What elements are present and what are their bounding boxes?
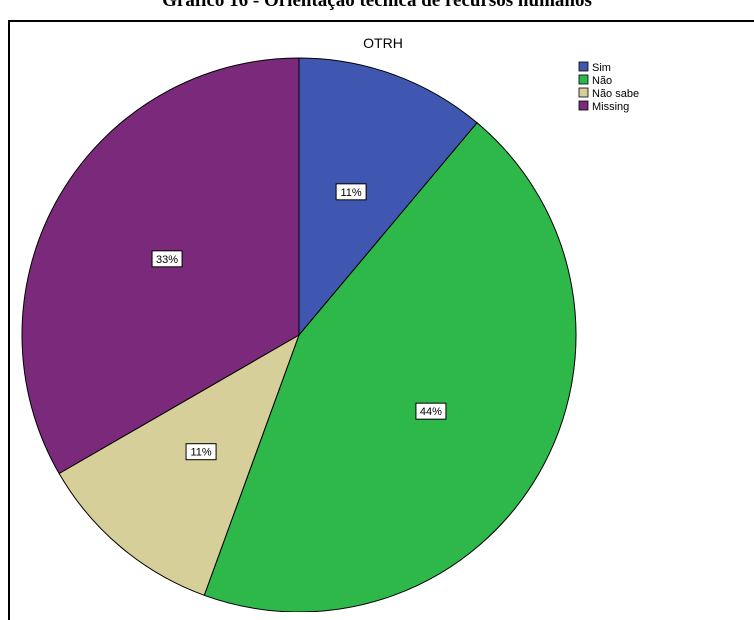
data-label-box	[185, 443, 217, 461]
legend-item-missing: Missing	[578, 100, 629, 113]
legend-item-nao-sabe: Não sabe	[578, 87, 639, 100]
data-label-box	[151, 250, 183, 268]
data-label-text: 11%	[190, 447, 211, 459]
data-label-sim: 11%	[335, 183, 367, 201]
data-label-text: 44%	[420, 406, 442, 418]
legend-swatch	[578, 61, 589, 72]
chart-frame	[8, 20, 754, 620]
data-label-text: 33%	[156, 254, 178, 266]
pie-slice-sim	[298, 57, 478, 337]
data-label-box	[335, 183, 367, 201]
data-label-box	[415, 402, 447, 420]
legend-swatch	[578, 100, 589, 111]
legend-swatch	[578, 74, 589, 85]
legend-item-sim: Sim	[578, 61, 611, 74]
pie-slices	[21, 57, 577, 612]
legend-label: Missing	[592, 101, 629, 113]
legend-label: Não	[592, 75, 612, 87]
legend-label: Não sabe	[592, 88, 639, 100]
data-label-nao-sabe: 11%	[185, 443, 217, 461]
chart-title: OTRH	[363, 35, 403, 51]
data-label-nao: 44%	[415, 402, 447, 420]
pie-data-labels: 11% 44% 11% 33%	[151, 183, 447, 461]
pie-slice-nao-sabe	[58, 333, 300, 596]
data-label-text: 11%	[341, 187, 362, 199]
legend-swatch	[578, 87, 589, 98]
legend-label: Sim	[592, 62, 611, 74]
data-label-missing: 33%	[151, 250, 183, 268]
figure-caption: Gráfico 16 - Orientação técnica de recur…	[162, 0, 592, 11]
legend-item-nao: Não	[578, 74, 612, 87]
